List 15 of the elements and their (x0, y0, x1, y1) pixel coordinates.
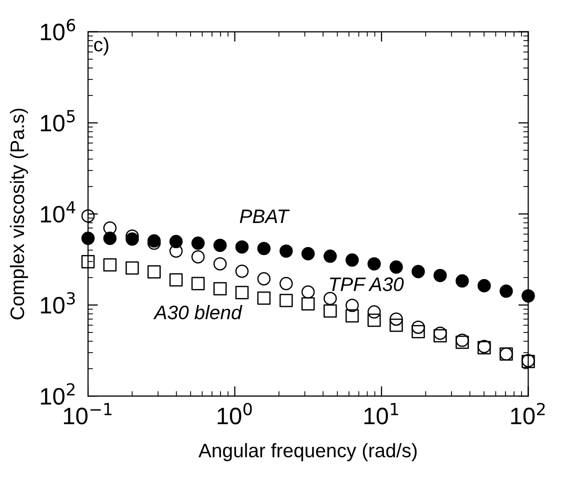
y-tick-label: 10$^{2}$ (40, 383, 74, 405)
x-axis-title: Angular frequency (rad/s) (198, 443, 417, 462)
annotation: c) (94, 37, 108, 56)
series-label: TPF A30 (330, 277, 404, 292)
x-tick-label: 10$^{0}$ (218, 402, 252, 424)
y-tick-label: 10$^{6}$ (40, 18, 76, 40)
x-tick-label: 10$^{2}$ (511, 402, 545, 424)
x-tick-label: 10$^{1}$ (364, 403, 398, 424)
y-axis-title: Complex viscosity (Pa.s) (10, 108, 28, 320)
y-tick-label: 10$^{5}$ (40, 110, 75, 132)
series-label: A30 blend (153, 305, 242, 320)
y-tick-label: 10$^{3}$ (40, 292, 75, 314)
x-tick-label: 10$^{−1}$ (64, 403, 112, 424)
y-tick-label: 10$^{4}$ (40, 201, 76, 223)
series-label: PBAT (240, 210, 290, 224)
